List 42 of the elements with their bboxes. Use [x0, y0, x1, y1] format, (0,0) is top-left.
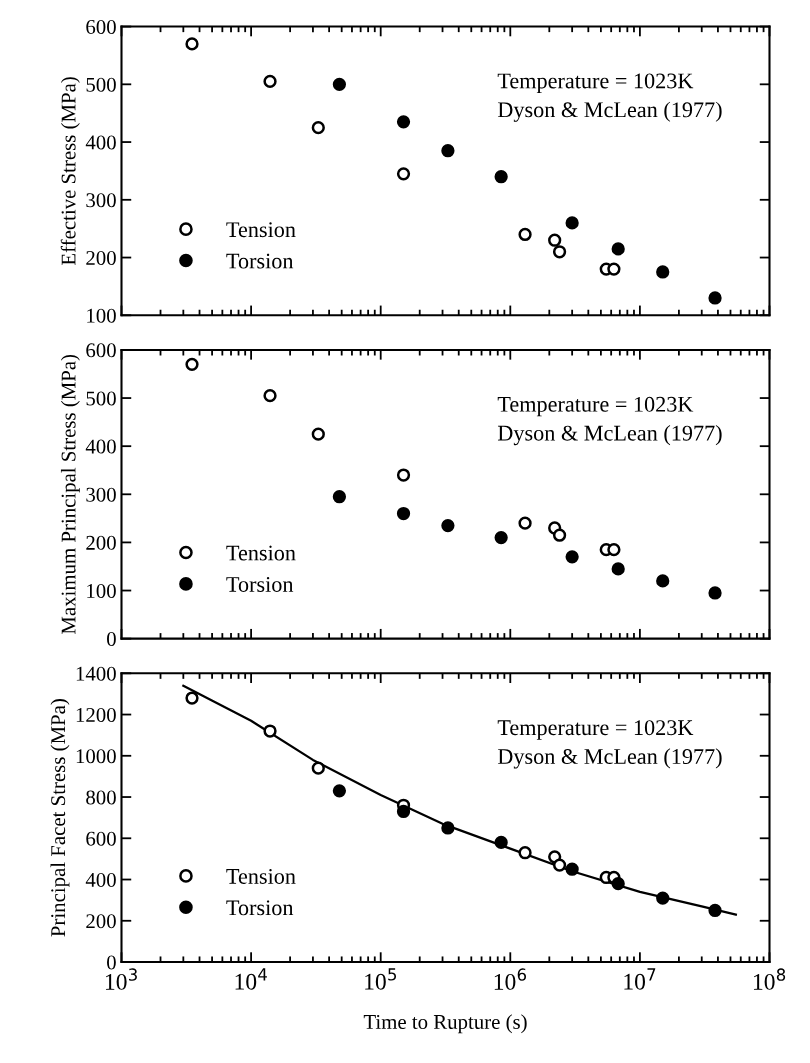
y-tick-label: 100 [87, 308, 116, 323]
legend-label: Tension [226, 868, 296, 884]
y-tick-label: 200 [86, 535, 116, 550]
y-axis-title: Principal Facet Stress (MPa) [50, 699, 70, 937]
y-tick-label: 400 [85, 439, 116, 454]
annotation: Dyson & McLean (1977) [497, 425, 722, 446]
legend-label: Torsion [226, 900, 294, 916]
y-tick-label: 300 [86, 487, 116, 502]
y-tick-label: 400 [85, 872, 116, 887]
y-tick-label: 500 [86, 391, 116, 406]
y-tick-label: 1400 [76, 666, 116, 681]
legend-label: Tension [226, 222, 296, 238]
y-tick-label: 400 [85, 135, 116, 150]
x-tick-label: 10$^{4}$ [235, 968, 267, 990]
annotation: Temperature = 1023K [497, 396, 694, 417]
annotation: Dyson & McLean (1977) [497, 748, 722, 769]
y-tick-label: 200 [86, 250, 116, 265]
legend-label: Torsion [226, 253, 294, 269]
y-tick-label: 300 [86, 193, 116, 208]
y-tick-label: 1000 [76, 749, 116, 764]
y-tick-label: 500 [86, 77, 116, 92]
y-tick-label: 600 [86, 343, 116, 358]
x-tick-label: 10$^{7}$ [624, 968, 656, 990]
y-axis-title: Maximum Principal Stress (MPa) [60, 354, 80, 635]
y-tick-label: 1200 [76, 707, 116, 722]
y-tick-label: 0 [107, 632, 116, 647]
legend-label: Torsion [226, 576, 294, 592]
annotation: Dyson & McLean (1977) [497, 101, 722, 122]
y-tick-label: 600 [86, 831, 116, 846]
annotation: Temperature = 1023K [497, 720, 694, 740]
x-tick-label: 10$^{6}$ [494, 968, 527, 990]
x-tick-label: 10$^{8}$ [753, 968, 786, 990]
y-tick-label: 100 [87, 583, 116, 598]
y-tick-label: 0 [107, 955, 116, 970]
y-tick-label: 600 [86, 19, 116, 35]
y-axis-title: Effective Stress (MPa) [60, 77, 80, 266]
y-tick-label: 800 [86, 790, 116, 805]
legend-label: Tension [226, 545, 296, 561]
x-tick-label: 10$^{5}$ [365, 968, 397, 990]
annotation: Temperature = 1023K [497, 73, 694, 93]
x-axis-title: Time to Rupture (s) [363, 1014, 527, 1034]
y-tick-label: 200 [86, 914, 116, 929]
